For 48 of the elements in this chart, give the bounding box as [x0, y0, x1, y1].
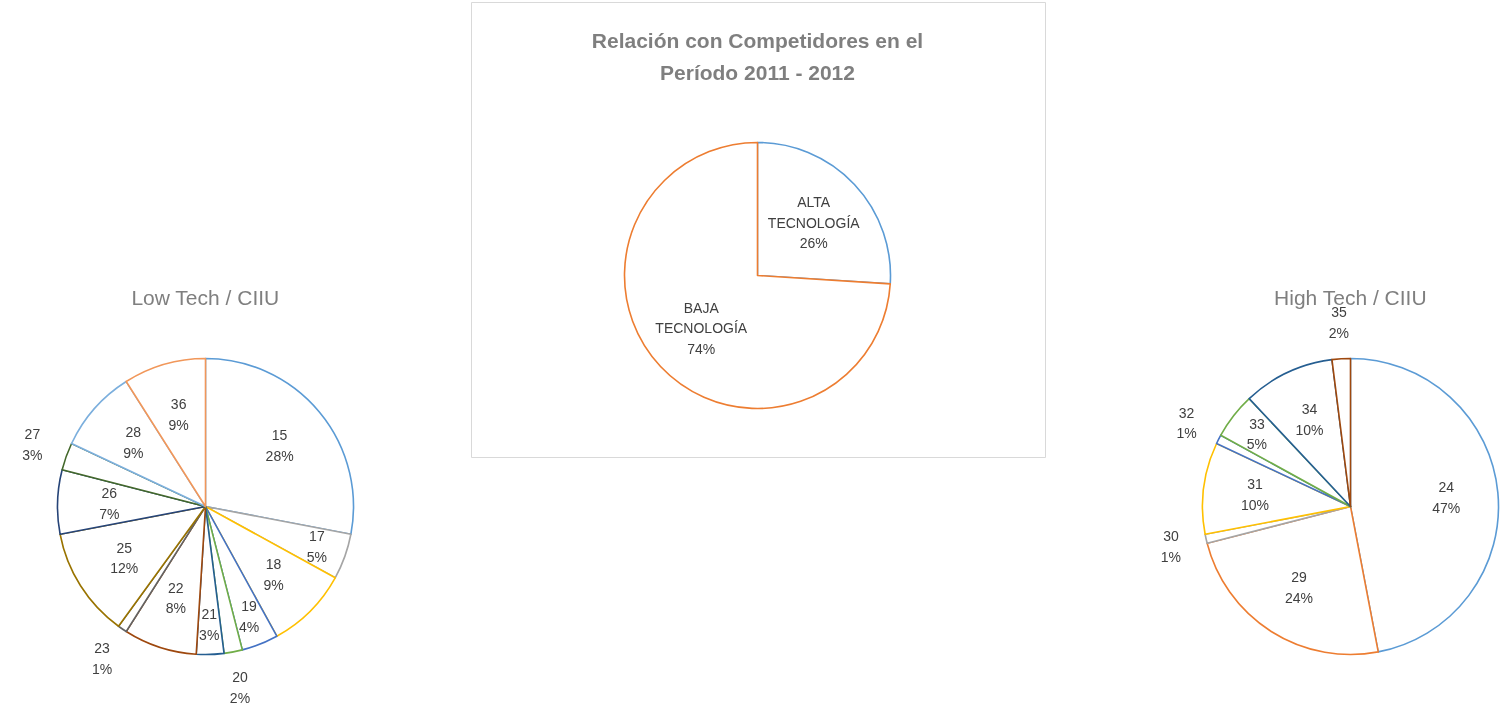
slice-label: 22 [167, 579, 184, 596]
data-label: 1% [1176, 425, 1197, 442]
data-label: 5% [1246, 436, 1268, 453]
slice-label: 36 [170, 395, 187, 412]
data-label: 10% [1295, 421, 1324, 438]
data-label: 28% [265, 447, 294, 464]
slice-label: 21 [201, 606, 218, 623]
data-label: 5% [306, 549, 328, 566]
slice-label: 23 [94, 640, 111, 657]
data-label: 12% [110, 560, 139, 577]
slice-label: 34 [1301, 401, 1318, 418]
data-label: 8% [165, 600, 186, 617]
slice-label: 19 [241, 598, 258, 615]
slice-label: 28 [125, 424, 142, 441]
slice-label: 25 [116, 539, 133, 556]
slice-label: 26 [101, 485, 118, 502]
data-label: 9% [263, 576, 284, 593]
slice-label: BAJA TECNOLOGÍA [655, 299, 748, 337]
slice-label: 29 [1291, 569, 1307, 586]
data-label: 3% [199, 627, 220, 644]
slice-label: 20 [232, 668, 248, 685]
data-label: 24% [1284, 590, 1313, 607]
data-label: 1% [1160, 549, 1182, 566]
data-label: 9% [123, 445, 144, 462]
data-label: 2% [1328, 325, 1350, 342]
data-label: 26% [799, 235, 828, 252]
data-label: 7% [99, 505, 120, 522]
data-label: 4% [238, 618, 260, 635]
slice-label: 32 [1178, 404, 1195, 421]
slice-label: ALTA TECNOLOGÍA [767, 193, 861, 231]
slice-label: 35 [1331, 304, 1347, 321]
data-label: 74% [687, 341, 716, 358]
data-label: 9% [168, 416, 189, 433]
chart-title: Low Tech / CIIU [131, 286, 280, 309]
slice-label: 30 [1163, 528, 1179, 545]
slice-label: 24 [1438, 479, 1455, 496]
data-label: 2% [229, 689, 251, 706]
data-label: 10% [1241, 496, 1270, 513]
slice-label: 31 [1247, 476, 1264, 493]
slice-label: 27 [24, 425, 41, 442]
data-label: 47% [1432, 499, 1461, 516]
data-label: 1% [91, 661, 113, 678]
chart-title: Relación con Competidores en el Período 2011 - 2012 [591, 29, 924, 84]
slice-label: 18 [265, 556, 282, 573]
slice-label: 33 [1249, 415, 1265, 432]
slice-label: 15 [271, 426, 288, 443]
slice-label: 17 [309, 528, 325, 545]
data-label: 3% [22, 446, 43, 463]
